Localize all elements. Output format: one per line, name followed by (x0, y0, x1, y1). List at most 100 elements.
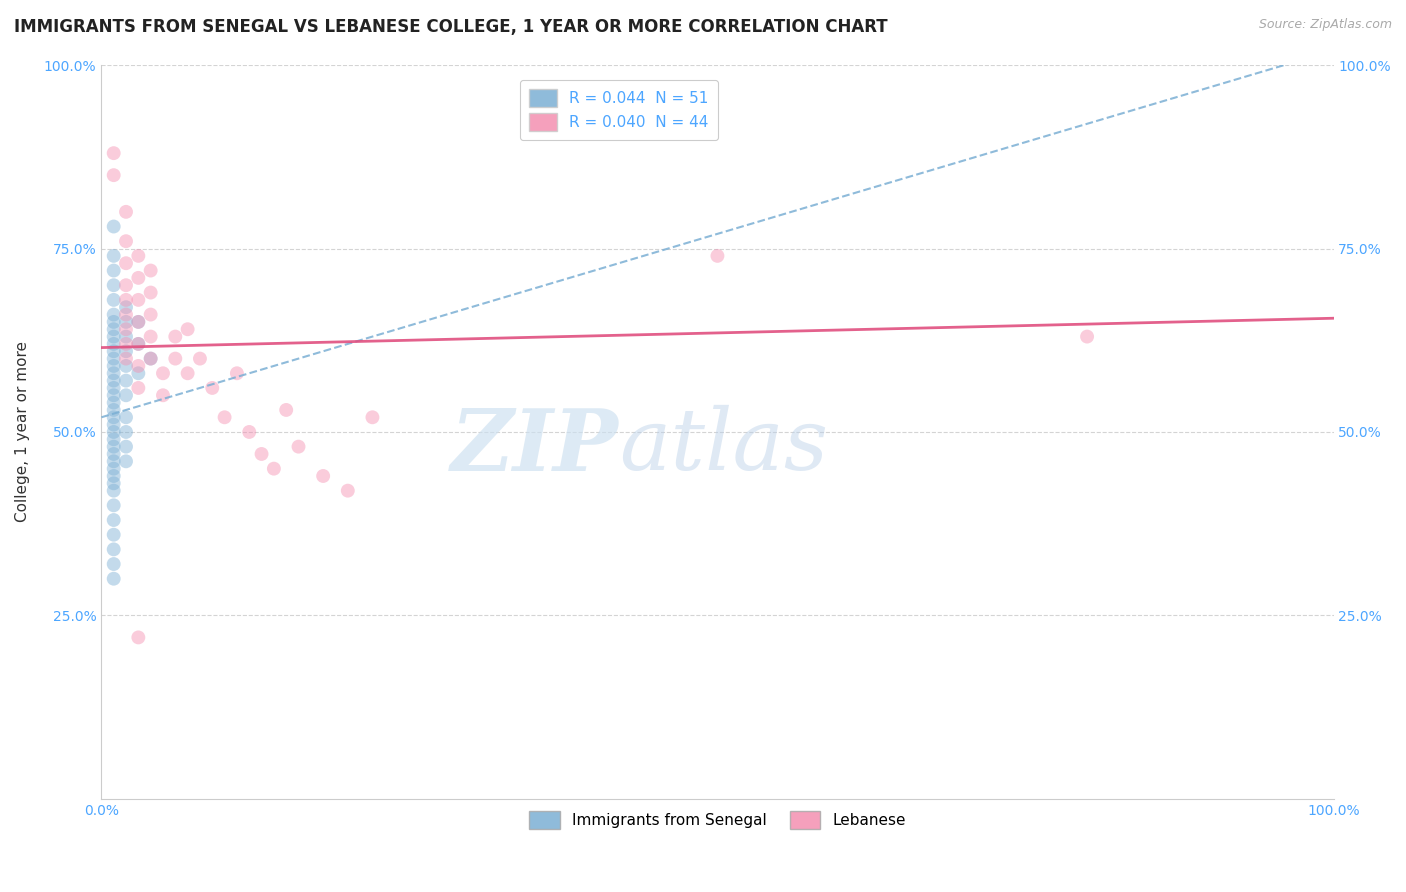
Point (103, 388, 125, 402)
Point (103, 476, 125, 491)
Point (706, 249, 728, 263)
Point (263, 461, 285, 475)
Point (115, 344, 138, 359)
Point (103, 374, 125, 388)
Point (127, 249, 149, 263)
Point (127, 359, 149, 373)
Point (115, 256, 138, 270)
Point (103, 513, 125, 527)
Point (1076, 329, 1098, 343)
Point (214, 410, 236, 425)
Point (176, 322, 198, 336)
Legend: Immigrants from Senegal, Lebanese: Immigrants from Senegal, Lebanese (523, 805, 912, 835)
Y-axis label: College, 1 year or more: College, 1 year or more (15, 342, 30, 523)
Point (103, 499, 125, 513)
Point (103, 454, 125, 468)
Point (127, 315, 149, 329)
Point (312, 469, 335, 483)
Point (103, 168, 125, 182)
Point (103, 344, 125, 359)
Point (103, 337, 125, 351)
Point (250, 447, 273, 461)
Point (103, 315, 125, 329)
Point (103, 527, 125, 541)
Point (115, 204, 138, 219)
Point (127, 631, 149, 645)
Point (127, 381, 149, 395)
Point (103, 308, 125, 322)
Text: atlas: atlas (619, 405, 828, 488)
Point (165, 351, 187, 366)
Point (103, 447, 125, 461)
Point (103, 381, 125, 395)
Point (188, 351, 211, 366)
Point (103, 366, 125, 380)
Point (103, 417, 125, 432)
Point (103, 483, 125, 498)
Point (139, 308, 162, 322)
Point (103, 461, 125, 475)
Point (115, 322, 138, 336)
Point (103, 469, 125, 483)
Point (103, 329, 125, 343)
Point (165, 329, 187, 343)
Point (152, 366, 174, 380)
Point (115, 359, 138, 373)
Point (103, 146, 125, 161)
Point (127, 271, 149, 285)
Point (225, 366, 247, 380)
Point (103, 293, 125, 307)
Text: IMMIGRANTS FROM SENEGAL VS LEBANESE COLLEGE, 1 YEAR OR MORE CORRELATION CHART: IMMIGRANTS FROM SENEGAL VS LEBANESE COLL… (14, 18, 887, 36)
Point (139, 263, 162, 277)
Point (201, 381, 224, 395)
Point (361, 410, 384, 425)
Point (115, 425, 138, 439)
Point (103, 263, 125, 277)
Point (103, 322, 125, 336)
Point (115, 454, 138, 468)
Point (115, 278, 138, 293)
Point (336, 483, 359, 498)
Point (103, 403, 125, 417)
Point (127, 337, 149, 351)
Point (139, 329, 162, 343)
Point (103, 542, 125, 557)
Point (127, 315, 149, 329)
Point (115, 329, 138, 343)
Point (287, 440, 309, 454)
Point (115, 234, 138, 248)
Point (115, 410, 138, 425)
Point (276, 403, 298, 417)
Point (115, 351, 138, 366)
Point (238, 425, 260, 439)
Point (103, 572, 125, 586)
Point (115, 337, 138, 351)
Point (115, 440, 138, 454)
Point (103, 351, 125, 366)
Text: ZIP: ZIP (451, 405, 619, 489)
Point (103, 278, 125, 293)
Point (103, 359, 125, 373)
Point (127, 293, 149, 307)
Point (139, 351, 162, 366)
Point (176, 366, 198, 380)
Point (103, 425, 125, 439)
Text: Source: ZipAtlas.com: Source: ZipAtlas.com (1258, 18, 1392, 31)
Point (115, 300, 138, 314)
Point (103, 410, 125, 425)
Point (115, 315, 138, 329)
Point (127, 366, 149, 380)
Point (103, 440, 125, 454)
Point (115, 374, 138, 388)
Point (115, 388, 138, 402)
Point (152, 388, 174, 402)
Point (103, 219, 125, 234)
Point (139, 351, 162, 366)
Point (115, 308, 138, 322)
Point (115, 293, 138, 307)
Point (103, 395, 125, 409)
Point (103, 249, 125, 263)
Point (103, 432, 125, 446)
Point (103, 557, 125, 571)
Point (127, 337, 149, 351)
